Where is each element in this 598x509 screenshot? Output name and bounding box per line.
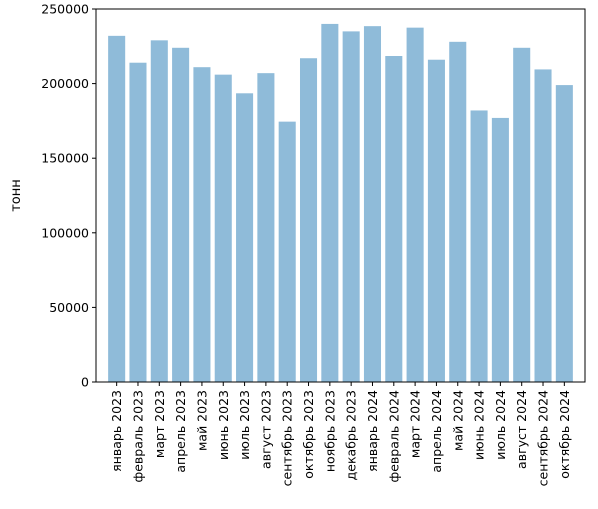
bar-5 (193, 67, 211, 383)
x-tick-label-16: апрель 2024 (429, 390, 444, 473)
bar-8 (257, 73, 275, 382)
y-tick-label-4: 150000 (41, 151, 89, 166)
bar-11 (321, 23, 339, 382)
bar-14 (385, 55, 403, 383)
x-tick-label-21: сентябрь 2024 (536, 390, 551, 486)
bar-1 (108, 35, 126, 383)
x-tick-label-5: май 2023 (194, 390, 209, 451)
y-axis: 0 50000 100000 150000 200000 250000 (41, 2, 96, 390)
bar-18 (470, 110, 488, 383)
bar-3 (150, 40, 168, 382)
bar-15 (406, 27, 424, 383)
bar-4 (172, 47, 190, 383)
x-tick-label-4: апрель 2023 (173, 390, 188, 473)
x-tick-label-10: октябрь 2023 (301, 390, 316, 479)
bar-21 (534, 69, 552, 383)
bar-6 (214, 74, 232, 382)
bar-19 (491, 117, 509, 382)
x-axis: январь 2023 февраль 2023 март 2023 апрель 2… (109, 382, 572, 486)
bar-12 (342, 31, 360, 382)
y-tick-label-6: 250000 (41, 2, 89, 17)
bar-2 (129, 62, 147, 382)
bar-22 (555, 85, 573, 382)
y-axis-label: тонн (9, 179, 24, 212)
x-tick-label-15: март 2024 (408, 390, 423, 458)
bar-7 (236, 93, 254, 382)
x-tick-label-18: июнь 2024 (472, 390, 487, 460)
x-tick-label-1: январь 2023 (109, 390, 124, 472)
bar-13 (363, 26, 382, 383)
x-tick-label-11: ноябрь 2023 (322, 390, 337, 472)
bar-10 (299, 58, 318, 383)
bar-20 (513, 47, 531, 383)
x-tick-label-2: февраль 2023 (130, 390, 145, 482)
x-tick-label-20: август 2024 (514, 390, 529, 469)
x-tick-label-19: июль 2024 (493, 390, 508, 460)
x-tick-label-3: март 2023 (152, 390, 167, 458)
x-tick-label-12: декабрь 2023 (344, 390, 359, 480)
y-tick-label-1: 0 (81, 375, 89, 390)
bar-17 (449, 41, 467, 382)
bars-group (108, 23, 573, 383)
x-tick-label-17: май 2024 (450, 390, 465, 451)
x-tick-label-9: сентябрь 2023 (280, 390, 295, 486)
bar-9 (278, 121, 296, 383)
x-tick-label-13: январь 2024 (365, 390, 380, 472)
x-tick-label-22: октябрь 2024 (557, 390, 572, 479)
x-tick-label-14: февраль 2024 (386, 390, 401, 483)
bar-16 (427, 59, 445, 383)
y-tick-label-2: 50000 (49, 300, 89, 315)
y-tick-label-5: 200000 (41, 76, 89, 91)
x-tick-label-8: август 2023 (258, 390, 273, 469)
x-tick-label-7: июль 2023 (237, 390, 252, 460)
x-tick-label-6: июнь 2023 (216, 390, 231, 460)
plot-frame (95, 8, 586, 383)
y-tick-label-3: 100000 (41, 225, 89, 240)
